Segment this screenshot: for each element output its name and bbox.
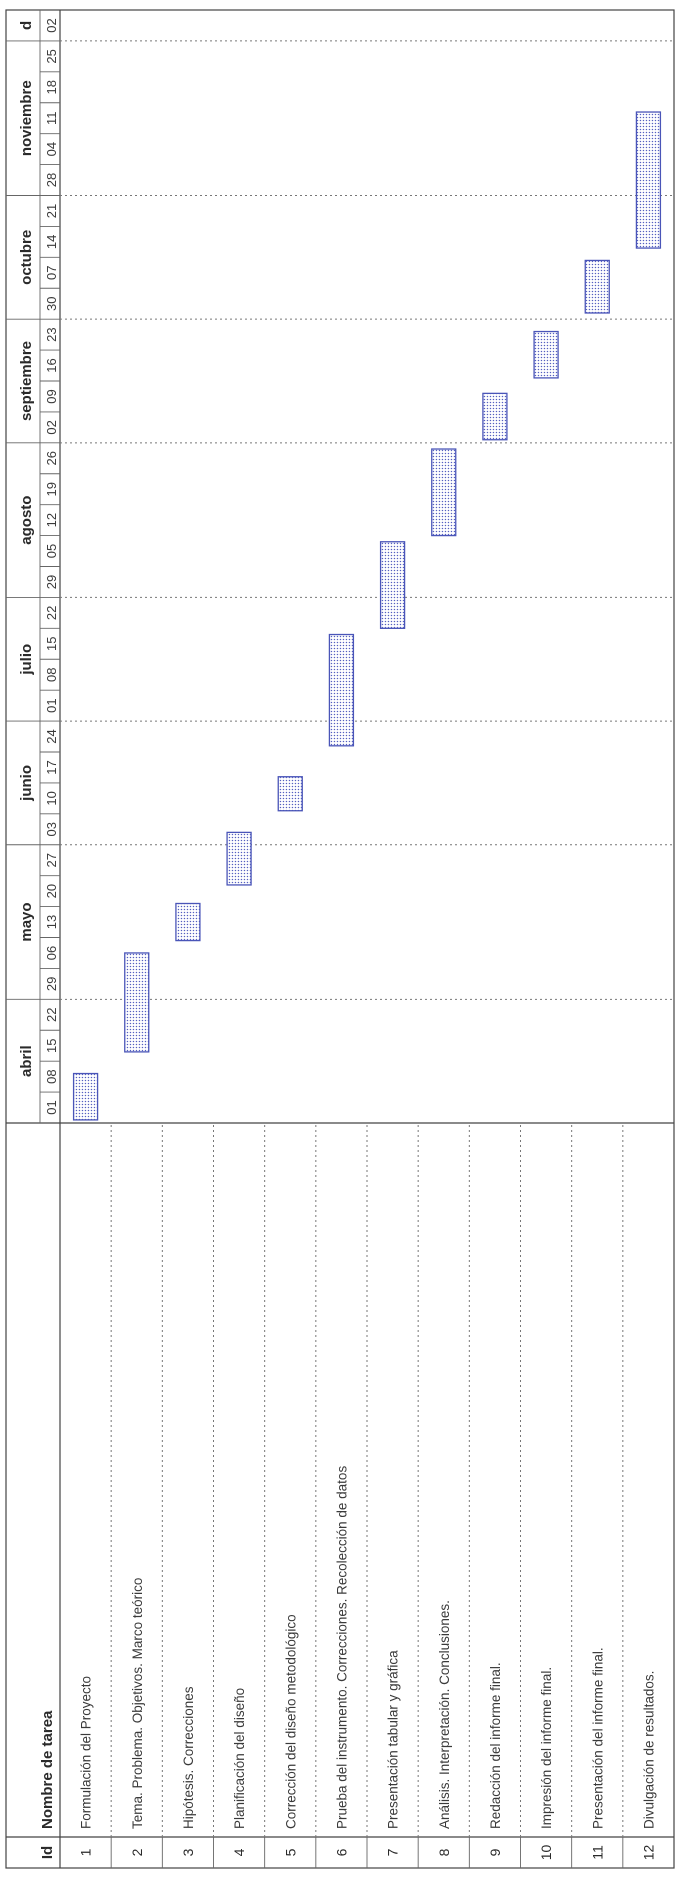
task-bar bbox=[584, 259, 610, 314]
month-label: d bbox=[18, 21, 35, 30]
task-bar bbox=[72, 1072, 99, 1121]
week-label: 25 bbox=[44, 49, 59, 63]
task-bar bbox=[277, 776, 303, 812]
week-label: 02 bbox=[44, 18, 59, 32]
task-id: 7 bbox=[385, 1848, 401, 1856]
month-label: agosto bbox=[18, 496, 35, 545]
week-label: 20 bbox=[44, 884, 59, 898]
week-label: 07 bbox=[44, 266, 59, 280]
week-label: 19 bbox=[44, 482, 59, 496]
week-label: 29 bbox=[44, 977, 59, 991]
task-name: Hipótesis. Correcciones bbox=[181, 1686, 196, 1829]
week-label: 15 bbox=[44, 637, 59, 651]
month-label: septiembre bbox=[18, 341, 35, 421]
month-label: julio bbox=[18, 644, 35, 676]
id-column-header: Id bbox=[39, 1846, 56, 1859]
task-name: Formulación del Proyecto bbox=[79, 1676, 94, 1829]
task-id: 1 bbox=[78, 1848, 94, 1856]
task-bar bbox=[124, 952, 150, 1053]
task-id: 11 bbox=[589, 1845, 605, 1860]
task-id: 5 bbox=[282, 1848, 298, 1856]
week-label: 12 bbox=[44, 513, 59, 527]
task-id: 12 bbox=[640, 1845, 656, 1861]
task-bar bbox=[175, 902, 201, 942]
task-name: Corrección del diseño metodológico bbox=[283, 1614, 298, 1829]
week-label: 03 bbox=[44, 822, 59, 836]
task-bar bbox=[482, 392, 508, 441]
task-name: Presentación del informe final. bbox=[590, 1647, 605, 1829]
week-label: 10 bbox=[44, 791, 59, 805]
week-label: 08 bbox=[44, 667, 59, 681]
week-label: 14 bbox=[44, 235, 59, 249]
task-name: Prueba del instrumento. Correcciones. Re… bbox=[334, 1466, 349, 1829]
task-id: 3 bbox=[180, 1848, 196, 1856]
week-label: 24 bbox=[44, 729, 59, 743]
task-id: 10 bbox=[538, 1845, 554, 1861]
week-label: 11 bbox=[44, 111, 59, 125]
task-name: Divulgación de resultados. bbox=[641, 1671, 656, 1829]
task-bar bbox=[226, 831, 252, 886]
task-name: Tema. Problema. Objetivos. Marco teórico bbox=[130, 1578, 145, 1829]
week-label: 16 bbox=[44, 358, 59, 372]
month-label: junio bbox=[18, 765, 35, 802]
task-name: Análisis. Interpretación. Conclusiones. bbox=[437, 1600, 452, 1829]
week-label: 13 bbox=[44, 915, 59, 929]
task-bar bbox=[328, 633, 355, 747]
month-label: octubre bbox=[18, 230, 35, 285]
task-id: 6 bbox=[333, 1848, 349, 1856]
week-label: 21 bbox=[44, 204, 59, 218]
month-label: mayo bbox=[18, 902, 35, 941]
week-label: 01 bbox=[44, 698, 59, 712]
month-label: abril bbox=[18, 1045, 35, 1077]
task-bar bbox=[533, 330, 559, 379]
task-name: Redacción del informe final. bbox=[488, 1662, 503, 1829]
table-frame bbox=[5, 9, 675, 1869]
week-label: 06 bbox=[44, 946, 59, 960]
task-id: 2 bbox=[129, 1848, 145, 1856]
week-label: 02 bbox=[44, 420, 59, 434]
week-label: 08 bbox=[44, 1069, 59, 1083]
name-column-header: Nombre de tarea bbox=[39, 1710, 56, 1829]
task-bar bbox=[635, 111, 662, 249]
task-id: 8 bbox=[436, 1848, 452, 1856]
task-bar bbox=[431, 448, 457, 537]
week-label: 22 bbox=[44, 606, 59, 620]
week-label: 28 bbox=[44, 173, 59, 187]
task-id: 4 bbox=[231, 1848, 247, 1856]
task-name: Presentación tabular y gráfica bbox=[386, 1650, 401, 1829]
week-label: 09 bbox=[44, 389, 59, 403]
task-name: Impresión del informe final. bbox=[539, 1667, 554, 1829]
week-label: 04 bbox=[44, 142, 59, 156]
week-label: 30 bbox=[44, 296, 59, 310]
week-label: 26 bbox=[44, 451, 59, 465]
week-label: 29 bbox=[44, 575, 59, 589]
week-label: 27 bbox=[44, 853, 59, 867]
week-label: 18 bbox=[44, 80, 59, 94]
month-label: noviembre bbox=[18, 80, 35, 156]
week-label: 05 bbox=[44, 544, 59, 558]
week-label: 15 bbox=[44, 1038, 59, 1052]
week-label: 23 bbox=[44, 327, 59, 341]
week-label: 17 bbox=[44, 760, 59, 774]
task-id: 9 bbox=[487, 1848, 503, 1856]
task-bar bbox=[379, 541, 406, 629]
task-name: Planificación del diseño bbox=[232, 1688, 247, 1829]
week-label: 01 bbox=[44, 1100, 59, 1114]
week-label: 22 bbox=[44, 1008, 59, 1022]
